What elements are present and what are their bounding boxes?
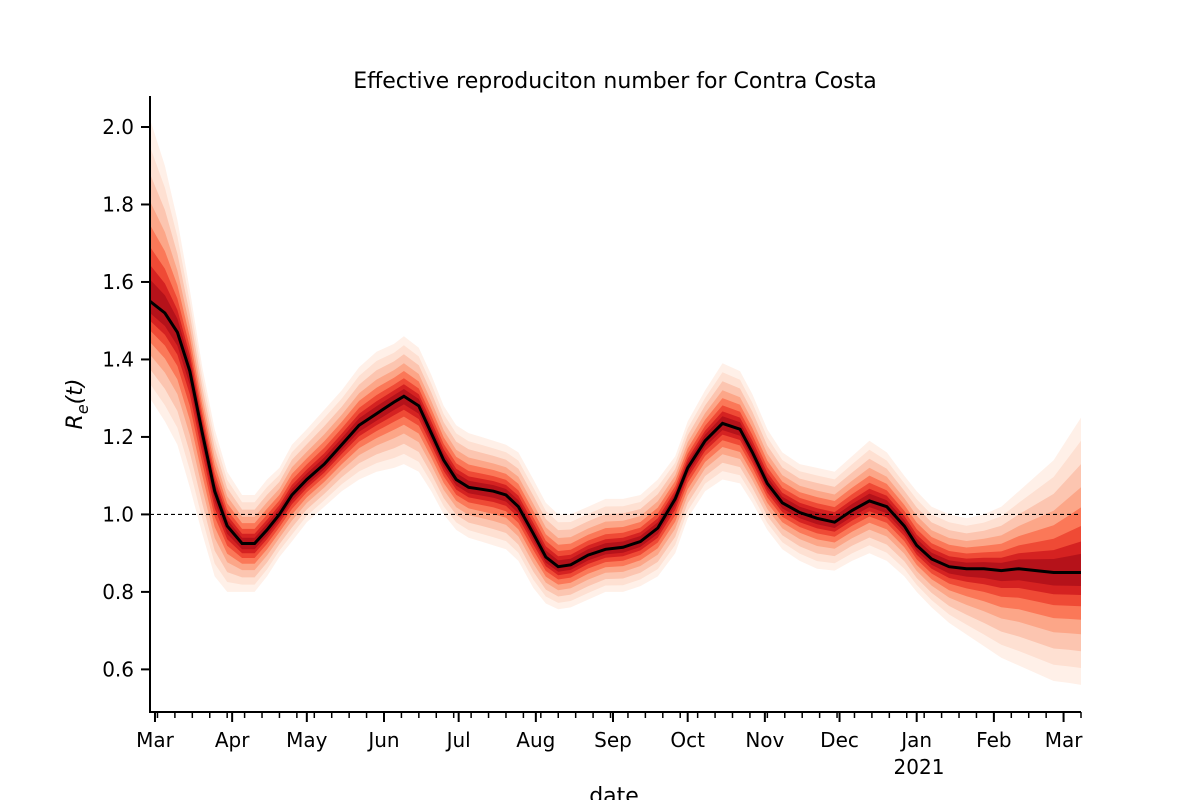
y-tick-label: 0.8 (102, 580, 134, 604)
x-ticks: Mar Apr May Jun Jul Aug Sep Oct Nov Dec Jan Feb Mar (136, 712, 1083, 752)
x-tick-label: Sep (594, 728, 632, 752)
y-tick-label: 1.6 (102, 270, 134, 294)
x-tick-label: Aug (516, 728, 555, 752)
y-tick-label: 1.4 (102, 347, 134, 371)
y-tick-label: 1.2 (102, 425, 134, 449)
x-tick-label: Oct (670, 728, 705, 752)
x-tick-label: Nov (745, 728, 784, 752)
x-tick-label: Feb (976, 728, 1011, 752)
x-tick-label: Jul (445, 728, 471, 752)
y-tick-label: 0.6 (102, 657, 134, 681)
median-line (149, 300, 1081, 574)
x-tick-label: Apr (215, 728, 250, 752)
x-tick-label: Jun (366, 728, 399, 752)
x-tick-label: Jan (899, 728, 932, 752)
x-tick-label: Mar (1045, 728, 1084, 752)
x-axis-label: date (589, 784, 639, 800)
band-level-8 (150, 279, 1081, 586)
y-ticks: 0.6 0.8 1.0 1.2 1.4 1.6 1.8 2.0 (102, 115, 150, 681)
uncertainty-bands (150, 119, 1081, 685)
x-tick-label: Dec (820, 728, 859, 752)
x-tick-year-label: 2021 (894, 755, 945, 779)
y-axis-label: Re(t) (63, 379, 92, 430)
y-tick-label: 1.8 (102, 192, 134, 216)
chart-title: Effective reproduciton number for Contra… (353, 69, 877, 94)
y-tick-label: 1.0 (102, 502, 134, 526)
x-tick-label: May (286, 728, 328, 752)
x-tick-label: Mar (136, 728, 175, 752)
y-tick-label: 2.0 (102, 115, 134, 139)
